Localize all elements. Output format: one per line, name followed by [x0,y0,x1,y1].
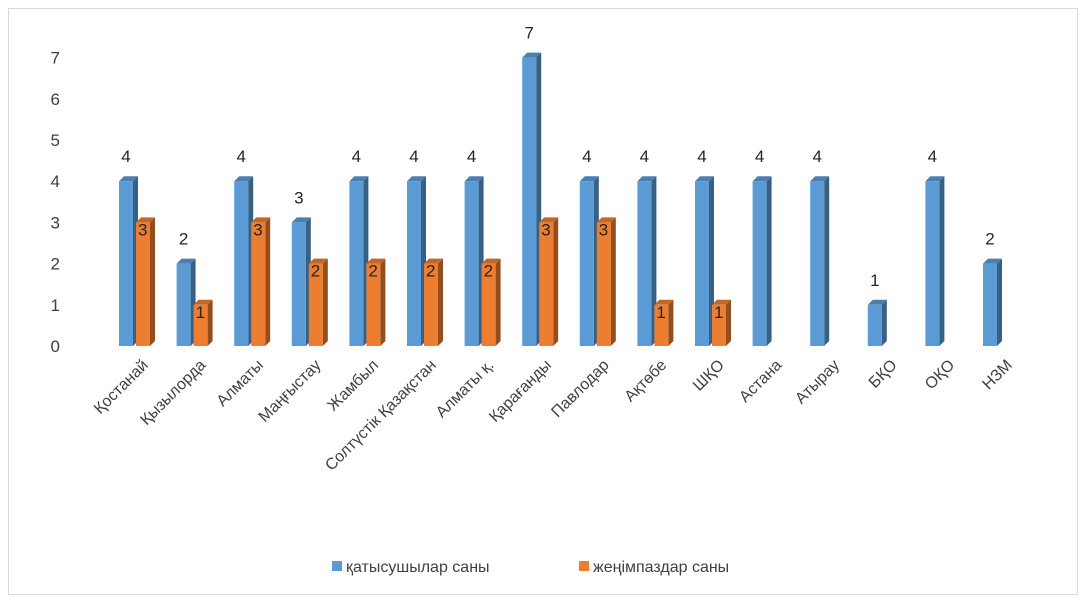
x-category-label: БҚО [866,357,901,392]
data-label: 4 [582,147,591,166]
x-category-label: ОҚО [922,357,958,393]
bar-winners [481,258,501,346]
x-category-label: Атырау [792,357,843,408]
bar-participants [579,176,599,346]
chart-frame: 0 1 2 3 4 5 6 7 4 3 Қостанай 2 1 Қызылорда 4 3 Алматы 3 2 М… [8,8,1078,595]
data-label: 2 [985,230,994,249]
bar-winners [424,258,443,346]
data-label: 3 [541,220,550,239]
y-tick-label: 1 [51,296,60,315]
bar-winners [539,217,559,346]
y-tick-label: 0 [51,337,60,356]
legend-item: қатысушылар саны [332,559,490,576]
bar-participants [119,176,138,346]
data-label: 2 [484,262,493,281]
bar-participants [522,52,542,346]
y-tick-label: 5 [51,131,60,150]
bar-winners [654,299,674,346]
legend-label: қатысушылар саны [346,559,490,576]
data-label: 4 [352,147,361,166]
data-label: 3 [599,220,608,239]
bar-participants [291,217,311,346]
y-tick-label: 6 [51,90,60,109]
bar-participants [464,176,484,346]
data-label: 4 [467,147,476,166]
x-category-label: Алматы [214,357,267,410]
x-category-label: НЗМ [979,357,1015,393]
bar-participants [695,176,714,346]
y-tick-label: 2 [51,255,60,274]
bar-winners [251,217,271,346]
data-label: 3 [138,220,147,239]
bar-participants [752,176,772,346]
bar-winners [136,217,155,346]
data-label: 7 [524,24,533,43]
bar-participants [925,176,945,346]
y-tick-label: 7 [51,49,60,68]
bar-winners [712,299,731,346]
bar-winners [596,217,616,346]
bar-participants [234,176,254,346]
data-label: 1 [870,271,879,290]
bar-winners [366,258,386,346]
data-label: 1 [714,303,723,322]
data-label: 1 [656,303,665,322]
bar-participants [176,258,196,346]
data-label: 4 [409,147,418,166]
x-category-label: Солтүстік Қазақстан [322,357,440,475]
y-tick-label: 3 [51,213,60,232]
data-label: 4 [755,147,764,166]
x-category-label: Астана [736,357,785,406]
x-category-label: ШҚО [690,357,728,395]
data-label: 3 [253,220,262,239]
x-category-label: Жамбыл [324,357,382,415]
x-category-label: Павлодар [548,357,612,421]
data-label: 4 [812,147,821,166]
bar-participants [637,176,657,346]
bar-participants [810,176,830,346]
x-category-label: Маңғыстау [256,357,325,426]
legend-item: жеңімпаздар саны [579,559,729,576]
x-category-label: Қостанай [91,357,152,418]
bar-participants [349,176,369,346]
data-label: 1 [196,303,205,322]
x-category-label: Ақтөбе [622,357,671,406]
data-label: 2 [311,262,320,281]
data-label: 3 [294,188,303,207]
bar-participants [867,299,887,346]
data-label: 4 [697,147,706,166]
x-category-label: Қарағанды [486,357,555,426]
data-label: 4 [236,147,245,166]
data-label: 4 [640,147,649,166]
bar-winners [308,258,328,346]
bar-winners [193,299,213,346]
bar-participants [407,176,426,346]
data-label: 2 [179,230,188,249]
data-label: 2 [426,262,435,281]
bar-chart: 0123456743Қостанай21Қызылорда43Алматы32М… [51,24,1016,576]
data-label: 4 [928,147,937,166]
legend-swatch [579,561,589,571]
y-tick-label: 4 [51,172,60,191]
data-label: 4 [121,147,130,166]
bar-participants [983,258,1002,346]
data-label: 2 [368,262,377,281]
legend-swatch [332,561,342,571]
legend-label: жеңімпаздар саны [593,559,729,576]
